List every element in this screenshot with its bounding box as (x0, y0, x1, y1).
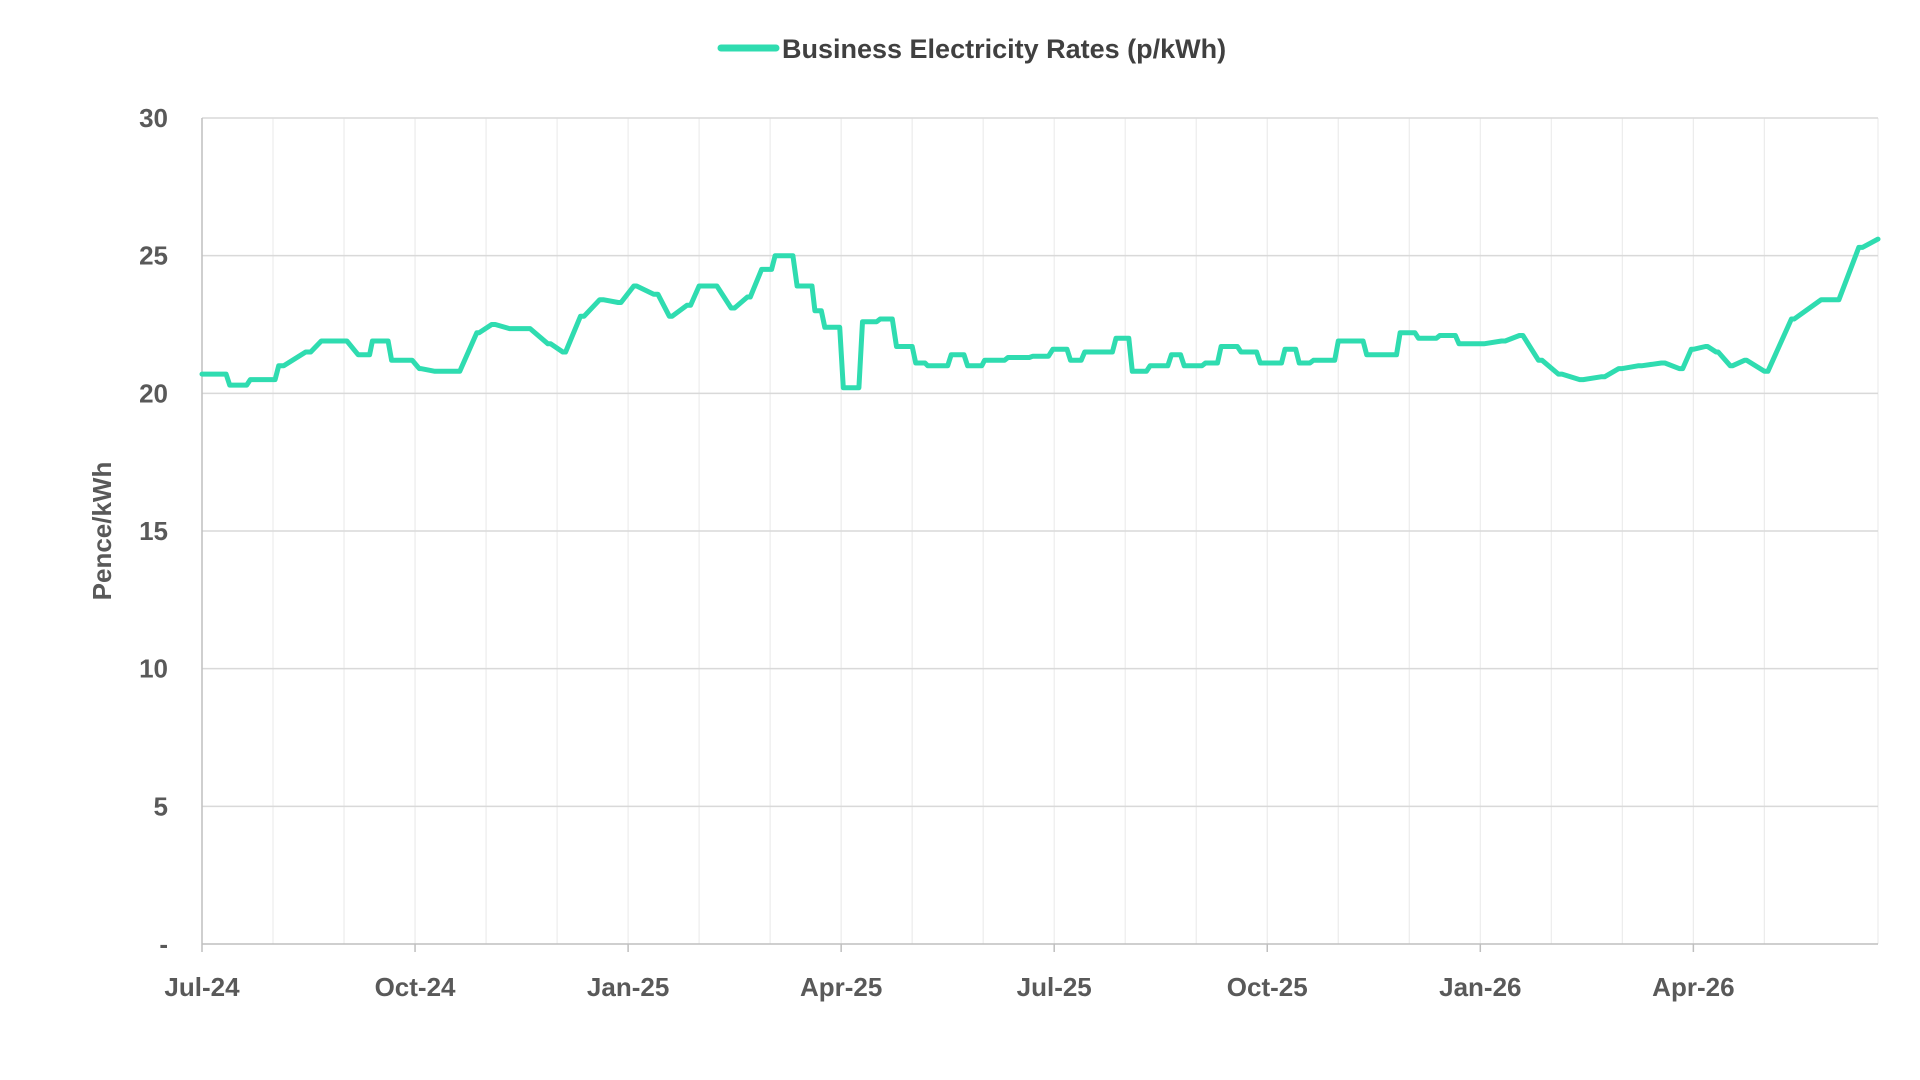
y-tick-label: 25 (139, 241, 168, 271)
legend-label: Business Electricity Rates (p/kWh) (782, 34, 1226, 64)
y-tick-label: 15 (139, 516, 168, 546)
y-tick-label: 5 (154, 791, 168, 821)
x-tick-label: Jul-24 (164, 972, 240, 1002)
series-layer (199, 236, 1881, 391)
series-line-business-electricity-rates (199, 236, 1881, 391)
x-tick-label: Oct-25 (1227, 972, 1308, 1002)
x-tick-label: Oct-24 (375, 972, 456, 1002)
x-tick-label: Apr-26 (1652, 972, 1734, 1002)
legend: Business Electricity Rates (p/kWh) (717, 34, 1226, 64)
x-tick-label: Jan-26 (1439, 972, 1521, 1002)
x-tick-label: Jan-25 (587, 972, 669, 1002)
x-tick-label: Jul-25 (1017, 972, 1092, 1002)
y-tick-label: - (159, 929, 168, 959)
y-tick-label: 10 (139, 654, 168, 684)
x-tick-label: Apr-25 (800, 972, 882, 1002)
y-tick-label: 20 (139, 378, 168, 408)
axes: - 5 10 15 20 25 30 Jul-24 Oct-24 Jan-25 Apr-25 Jul-… (139, 103, 1878, 1002)
y-axis-title: Pence/kWh (87, 462, 117, 601)
y-tick-label: 30 (139, 103, 168, 133)
gridlines (202, 117, 1879, 944)
